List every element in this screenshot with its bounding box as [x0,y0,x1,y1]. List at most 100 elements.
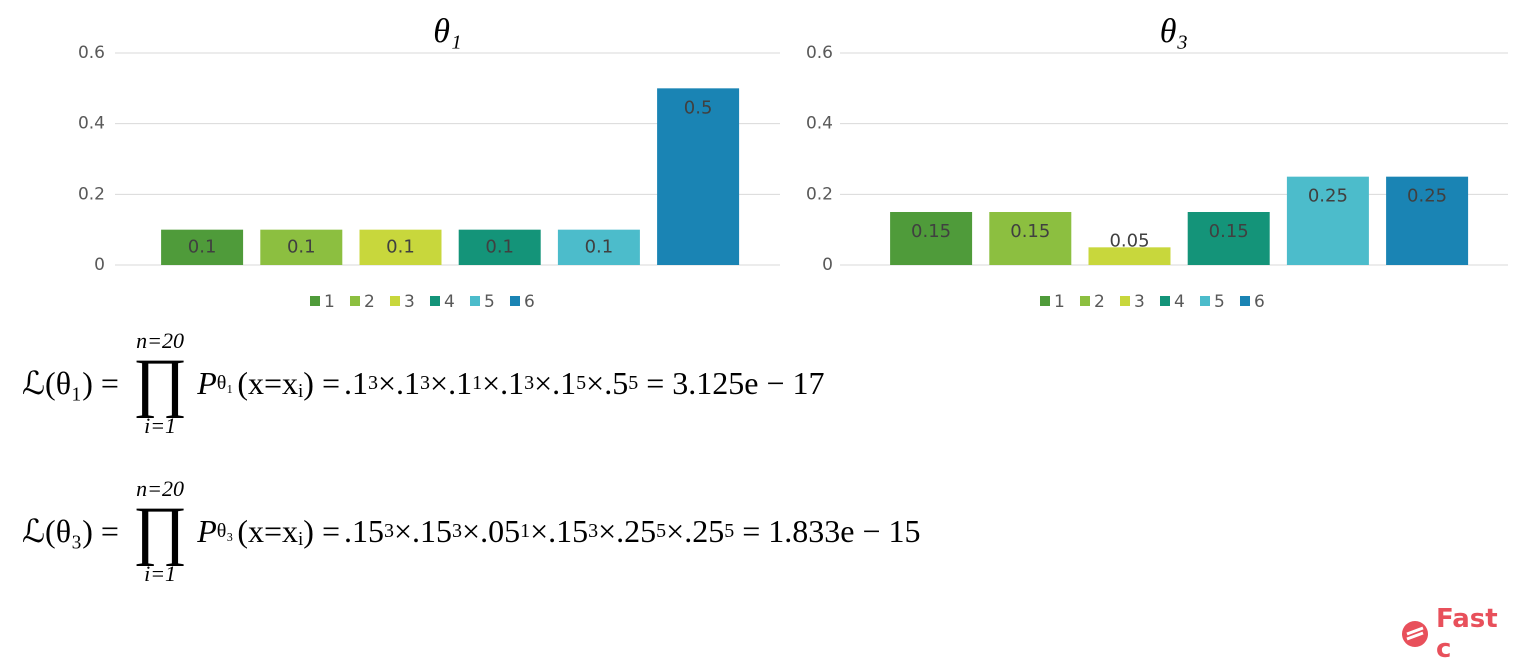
bar [260,229,343,265]
factor-exponent: 3 [452,519,463,542]
term: P [197,512,217,549]
factor-exponent: 5 [656,519,667,542]
legend-label: 1 [324,292,335,312]
term-subscript: θ₁ [216,371,234,394]
factor-exponent: 3 [524,371,535,394]
legend-swatch [1240,296,1250,306]
legend-label: 5 [484,292,495,312]
separator: × [430,364,449,401]
legend-swatch [310,296,320,306]
legend-swatch [350,296,360,306]
legend-swatch [1120,296,1130,306]
legend-label: 1 [1054,292,1065,312]
argument: (x=xᵢ) = [237,364,340,401]
bar [1286,176,1369,265]
legend-swatch [470,296,480,306]
legend-label: 3 [404,292,415,312]
factor-base: .1 [448,364,473,401]
legend-swatch [510,296,520,306]
legend-label: 4 [444,292,455,312]
upper-limit: n=20 [136,328,184,353]
data-label: 0.25 [1407,186,1447,207]
separator: × [530,512,549,549]
factor-base: .15 [548,512,589,549]
legend-label: 6 [1254,292,1265,312]
separator: × [462,512,481,549]
y-tick-label: 0 [94,255,105,275]
data-label: 0.1 [585,236,614,257]
result: = 3.125e − 17 [646,364,825,401]
factor-base: .1 [396,364,421,401]
separator: × [534,364,553,401]
separator: × [586,364,605,401]
legend-label: 2 [1094,292,1105,312]
bar [557,229,640,265]
y-tick-label: 0.6 [806,43,833,63]
product-symbol: ∏ [132,346,188,419]
factor-exponent: 3 [420,371,431,394]
separator: × [598,512,617,549]
factor-base: .15 [412,512,453,549]
data-label: 0.5 [684,97,713,118]
data-label: 0.1 [287,236,316,257]
bar [657,88,740,265]
legend-swatch [1200,296,1210,306]
product: n=20 ∏ i=1 [133,478,187,585]
legend-swatch [1040,296,1050,306]
bar [161,229,244,265]
upper-limit: n=20 [136,476,184,501]
bar [1187,212,1270,265]
legend-swatch [390,296,400,306]
result: = 1.833e − 15 [742,512,921,549]
product: n=20 ∏ i=1 [133,330,187,437]
data-label: 0.1 [485,236,514,257]
data-label: 0.25 [1308,186,1348,207]
product-symbol: ∏ [132,494,188,567]
argument: (x=xᵢ) = [237,512,340,549]
data-label: 0.1 [188,236,217,257]
legend-label: 3 [1134,292,1145,312]
legend-label: 4 [1174,292,1185,312]
data-label: 0.15 [1010,221,1050,242]
y-tick-label: 0.2 [78,184,105,204]
legend-swatch [1160,296,1170,306]
chart-title: θ₃ [1160,13,1189,50]
factor-exponent: 3 [367,371,378,394]
factor-exponent: 5 [724,519,735,542]
lhs: ℒ(θ₃) = [22,513,119,550]
data-label: 0.05 [1109,230,1149,251]
data-label: 0.15 [911,221,951,242]
logo-icon [1402,621,1428,647]
page: θ₁ 0 0.2 0.4 0.6 0.1 0.1 0.1 0.1 0.1 0.5 1 2 3 4 5 6 θ₃ 0 0… [22,12,1508,664]
term: P [197,364,217,401]
bar [359,229,442,265]
data-label: 0.1 [386,236,415,257]
factor-exponent: 3 [588,519,599,542]
factor-base: .1 [500,364,525,401]
bar [890,212,973,265]
factor-base: .5 [604,364,629,401]
factor-base: .15 [343,512,384,549]
separator: × [482,364,501,401]
lower-limit: i=1 [144,412,177,438]
factor-exponent: 3 [383,519,394,542]
factor-base: .1 [552,364,577,401]
factor-exponent: 1 [472,371,483,394]
factor-base: .25 [616,512,657,549]
y-tick-label: 0.4 [806,114,833,134]
factor-exponent: 5 [576,371,587,394]
separator: × [666,512,685,549]
lower-limit: i=1 [144,560,177,586]
y-tick-label: 0.4 [78,114,105,134]
separator: × [393,512,413,549]
factor-base: .05 [480,512,521,549]
y-tick-label: 0.2 [806,184,833,204]
bar [1386,176,1469,265]
bar [1088,247,1171,265]
legend-label: 6 [524,292,535,312]
bar [989,212,1072,265]
y-tick-label: 0.6 [78,43,105,63]
bar [458,229,541,265]
